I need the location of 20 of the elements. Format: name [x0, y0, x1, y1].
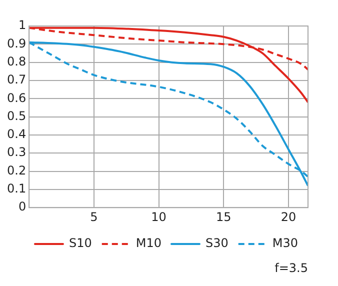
legend-label: S30: [205, 236, 228, 250]
y-tick-label: 0.6: [6, 90, 26, 105]
y-tick-label: 0.4: [6, 127, 26, 142]
text: f=3.5: [274, 261, 308, 275]
y-tick-label: 0.2: [6, 163, 26, 178]
y-tick-label: 1: [18, 18, 26, 32]
y-tick-label: 0.8: [6, 54, 26, 68]
y-tick-label: 0.7: [6, 72, 26, 87]
x-tick-label: 5: [90, 210, 98, 224]
legend-label: M10: [136, 236, 162, 250]
x-tick-label: 20: [280, 210, 296, 224]
x-tick-label: 15: [216, 210, 232, 224]
y-tick-label: 0.9: [6, 36, 26, 50]
y-tick-label: 0: [18, 200, 26, 214]
x-tick-label: 10: [151, 210, 166, 224]
y-tick-label: 0.1: [6, 182, 26, 196]
legend-label: M30: [272, 236, 298, 250]
y-tick-label: 0.5: [6, 108, 26, 123]
y-tick-label: 0.3: [6, 145, 26, 160]
legend-label: S10: [68, 236, 92, 250]
